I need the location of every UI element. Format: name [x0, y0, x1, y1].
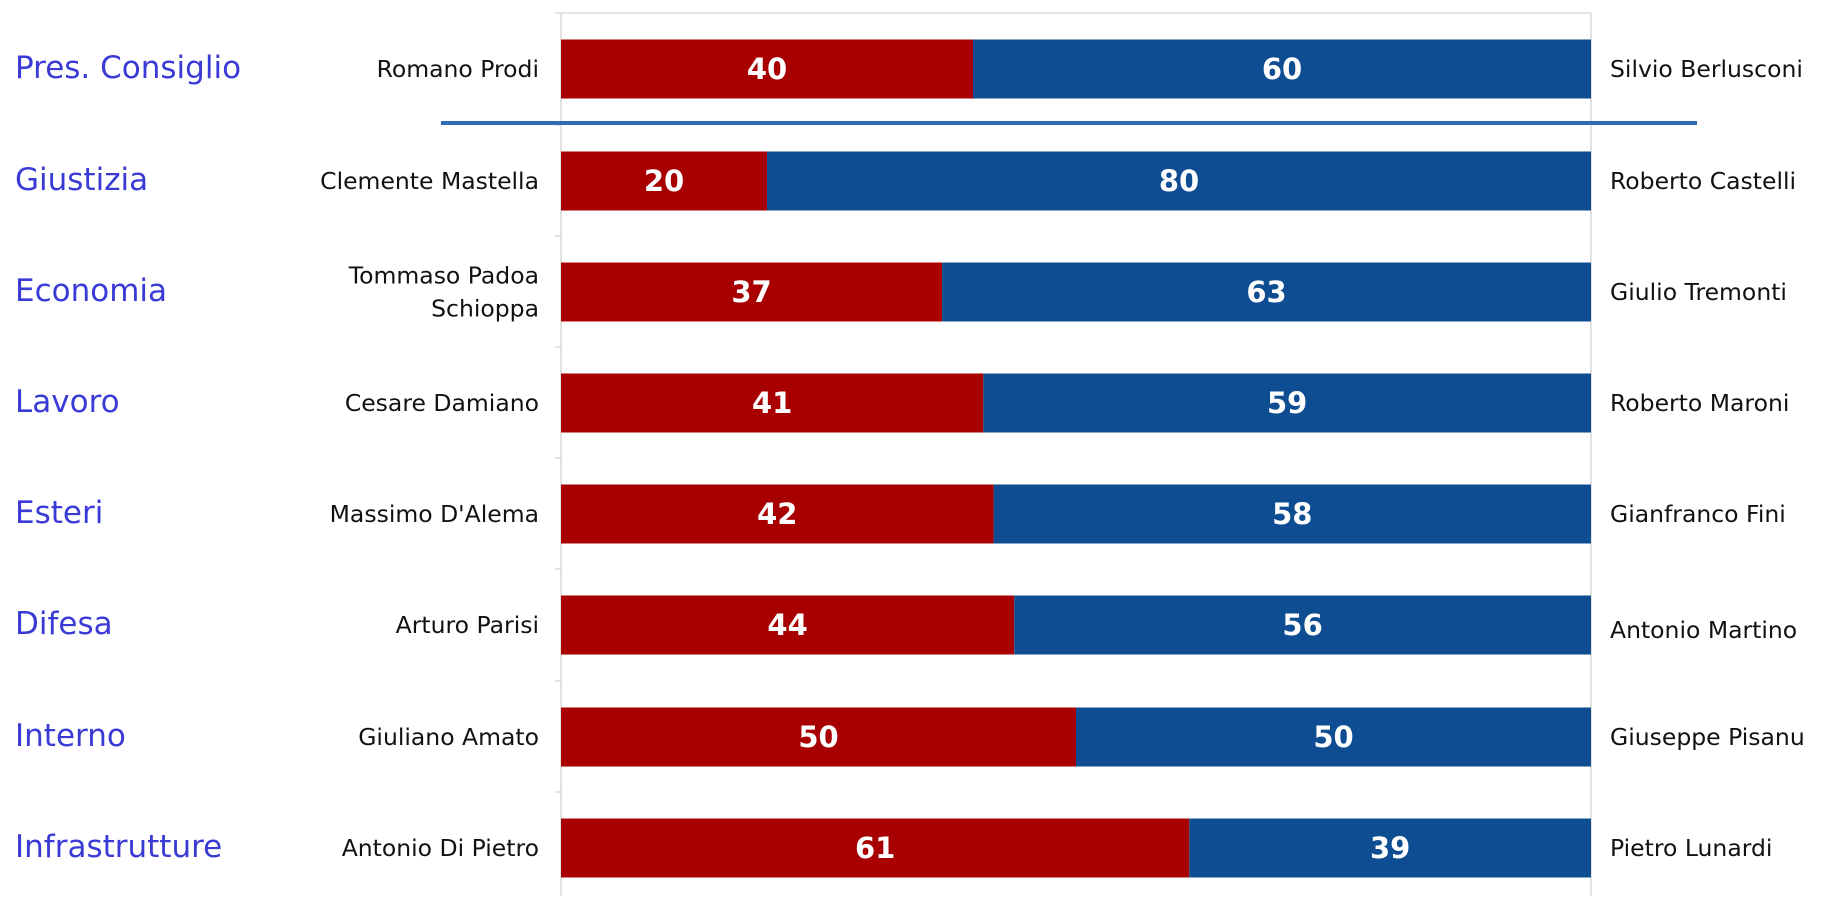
right-candidate-label: Roberto Maroni: [1610, 389, 1789, 417]
category-label: Giustizia: [15, 162, 148, 198]
right-candidate-label: Antonio Martino: [1610, 616, 1797, 644]
data-label: 42: [757, 497, 797, 531]
data-label: 40: [747, 52, 787, 86]
category-label: Economia: [15, 273, 167, 309]
left-candidate-label: Romano Prodi: [377, 55, 539, 83]
bar-right-segment: [1014, 595, 1591, 655]
bar-right-segment: [983, 373, 1591, 433]
data-label: 20: [644, 164, 684, 198]
data-label: 61: [855, 831, 895, 865]
bar-left-segment: [561, 39, 973, 99]
bar-left-segment: [561, 484, 994, 544]
data-label: 59: [1267, 386, 1307, 420]
data-label: 50: [1313, 720, 1353, 754]
category-label: Lavoro: [15, 384, 120, 420]
bar-left-segment: [561, 707, 1076, 767]
data-label: 60: [1262, 52, 1302, 86]
bar-left-segment: [561, 595, 1015, 655]
right-candidate-label: Silvio Berlusconi: [1610, 55, 1803, 83]
bar-right-segment: [1189, 818, 1591, 878]
data-label: 63: [1246, 275, 1286, 309]
left-candidate-label: Schioppa: [431, 295, 539, 323]
bar-right-segment: [973, 39, 1591, 99]
right-candidate-label: Roberto Castelli: [1610, 167, 1796, 195]
category-label: Interno: [15, 718, 126, 754]
bar-right-segment: [767, 151, 1591, 211]
right-candidate-label: Gianfranco Fini: [1610, 500, 1786, 528]
data-label: 41: [752, 386, 792, 420]
category-label: Infrastrutture: [15, 829, 222, 865]
left-candidate-label: Antonio Di Pietro: [342, 834, 539, 862]
left-candidate-label: Cesare Damiano: [345, 389, 539, 417]
right-candidate-label: Giuseppe Pisanu: [1610, 723, 1805, 751]
left-candidate-label: Clemente Mastella: [320, 167, 539, 195]
right-candidate-label: Pietro Lunardi: [1610, 834, 1772, 862]
data-label: 44: [767, 608, 807, 642]
left-candidate-label: Massimo D'Alema: [330, 500, 539, 528]
left-candidate-label: Arturo Parisi: [396, 611, 539, 639]
left-candidate-label: Tommaso Padoa: [348, 262, 539, 290]
data-label: 58: [1272, 497, 1312, 531]
data-label: 50: [798, 720, 838, 754]
bar-left-segment: [561, 373, 984, 433]
category-label: Difesa: [15, 606, 113, 642]
left-candidate-label: Giuliano Amato: [358, 723, 539, 751]
data-label: 37: [731, 275, 771, 309]
bar-right-segment: [993, 484, 1591, 544]
bar-left-segment: [561, 262, 943, 322]
category-label: Esteri: [15, 495, 103, 531]
bar-right-segment: [1076, 707, 1591, 767]
data-label: 80: [1159, 164, 1199, 198]
bar-left-segment: [561, 818, 1190, 878]
data-label: 39: [1370, 831, 1410, 865]
bar-left-segment: [561, 151, 767, 211]
right-candidate-label: Giulio Tremonti: [1610, 278, 1787, 306]
bar-right-segment: [942, 262, 1591, 322]
category-label: Pres. Consiglio: [15, 50, 241, 86]
data-label: 56: [1282, 608, 1322, 642]
